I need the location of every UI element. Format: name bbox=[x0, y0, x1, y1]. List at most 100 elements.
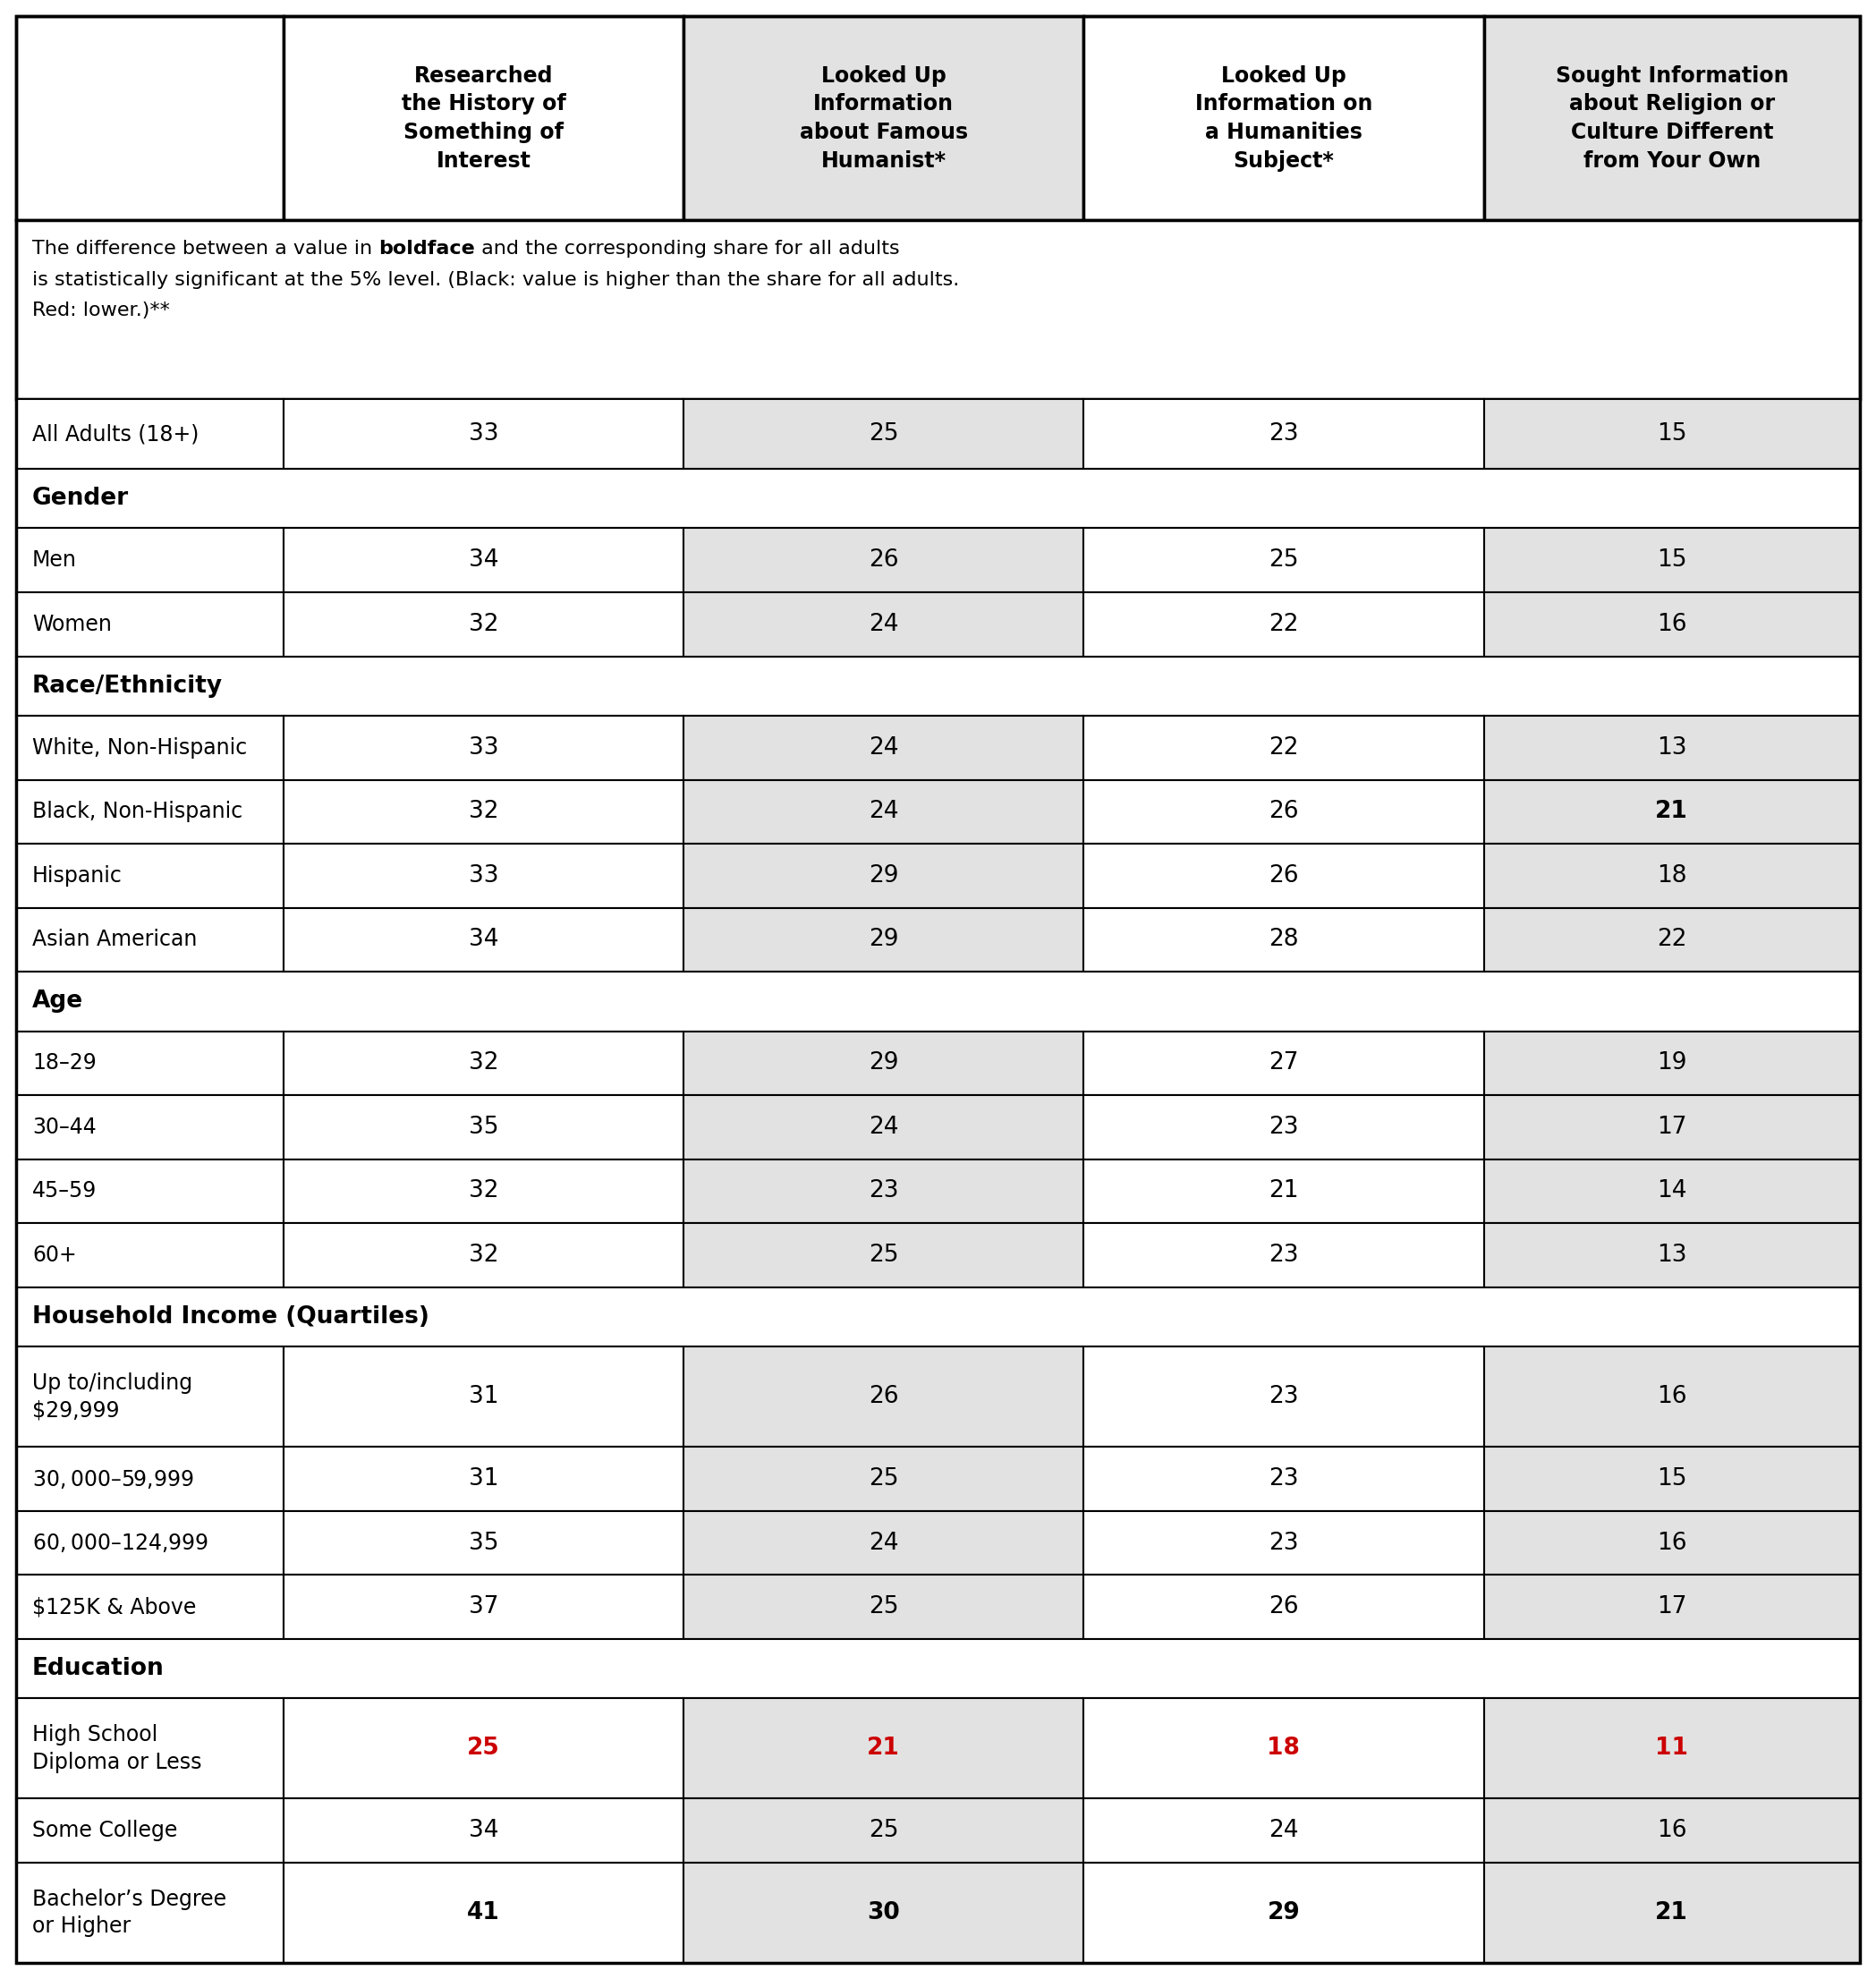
Bar bbox=[17, 1799, 283, 1862]
Bar bbox=[1084, 716, 1484, 780]
Bar bbox=[283, 400, 683, 469]
Text: Black, Non-Hispanic: Black, Non-Hispanic bbox=[32, 801, 242, 823]
Text: 19: 19 bbox=[1657, 1051, 1687, 1075]
Text: 17: 17 bbox=[1657, 1595, 1687, 1619]
Text: 26: 26 bbox=[869, 1385, 899, 1409]
Text: Race/Ethnicity: Race/Ethnicity bbox=[32, 675, 223, 699]
Bar bbox=[1084, 780, 1484, 843]
Bar bbox=[283, 1510, 683, 1575]
Text: Looked Up
Information on
a Humanities
Subject*: Looked Up Information on a Humanities Su… bbox=[1195, 65, 1373, 172]
Bar bbox=[683, 716, 1084, 780]
Bar bbox=[683, 1094, 1084, 1160]
Bar bbox=[1484, 1346, 1859, 1447]
Text: boldface: boldface bbox=[379, 239, 475, 257]
Text: 18: 18 bbox=[1266, 1738, 1300, 1759]
Text: White, Non-Hispanic: White, Non-Hispanic bbox=[32, 736, 248, 758]
Bar bbox=[17, 1031, 283, 1094]
Text: 33: 33 bbox=[469, 736, 499, 760]
Text: 25: 25 bbox=[869, 1466, 899, 1490]
Text: 30: 30 bbox=[867, 1902, 900, 1924]
Bar bbox=[1084, 400, 1484, 469]
Text: 60+: 60+ bbox=[32, 1245, 77, 1267]
Bar bbox=[1484, 1031, 1859, 1094]
Text: 14: 14 bbox=[1657, 1179, 1687, 1203]
Bar bbox=[1084, 1698, 1484, 1799]
Bar bbox=[283, 780, 683, 843]
Bar bbox=[683, 780, 1084, 843]
Bar bbox=[17, 1223, 283, 1286]
Bar bbox=[17, 1639, 1859, 1698]
Text: 32: 32 bbox=[469, 800, 499, 823]
Text: 33: 33 bbox=[469, 865, 499, 887]
Bar bbox=[17, 16, 283, 220]
Text: Gender: Gender bbox=[32, 487, 129, 511]
Text: 29: 29 bbox=[869, 1051, 899, 1075]
Text: High School
Diploma or Less: High School Diploma or Less bbox=[32, 1724, 203, 1773]
Text: Asian American: Asian American bbox=[32, 928, 197, 950]
Text: 45–59: 45–59 bbox=[32, 1179, 98, 1201]
Text: Red: lower.)**: Red: lower.)** bbox=[32, 303, 171, 321]
Text: 23: 23 bbox=[1268, 1385, 1298, 1409]
Bar bbox=[1484, 1223, 1859, 1286]
Text: 29: 29 bbox=[869, 928, 899, 952]
Bar bbox=[1484, 1447, 1859, 1510]
Text: 13: 13 bbox=[1657, 1243, 1687, 1267]
Bar bbox=[1484, 592, 1859, 657]
Bar bbox=[1084, 1031, 1484, 1094]
Bar bbox=[683, 16, 1084, 220]
Bar bbox=[283, 1031, 683, 1094]
Bar bbox=[1484, 1698, 1859, 1799]
Bar bbox=[683, 908, 1084, 972]
Bar bbox=[283, 843, 683, 908]
Bar bbox=[17, 1510, 283, 1575]
Text: 35: 35 bbox=[469, 1532, 499, 1555]
Bar bbox=[1484, 1799, 1859, 1862]
Bar bbox=[283, 592, 683, 657]
Bar bbox=[283, 908, 683, 972]
Text: and the corresponding share for all adults: and the corresponding share for all adul… bbox=[475, 239, 900, 257]
Text: Researched
the History of
Something of
Interest: Researched the History of Something of I… bbox=[401, 65, 567, 172]
Text: The difference between a value in: The difference between a value in bbox=[32, 239, 379, 257]
Bar bbox=[1084, 1223, 1484, 1286]
Text: Education: Education bbox=[32, 1656, 165, 1680]
Bar bbox=[1484, 400, 1859, 469]
Text: $60,000–$124,999: $60,000–$124,999 bbox=[32, 1532, 208, 1554]
Text: 21: 21 bbox=[1655, 800, 1688, 823]
Bar bbox=[283, 1094, 683, 1160]
Text: 22: 22 bbox=[1268, 613, 1298, 635]
Text: Men: Men bbox=[32, 550, 77, 572]
Bar bbox=[283, 528, 683, 592]
Bar bbox=[283, 1698, 683, 1799]
Bar bbox=[17, 592, 283, 657]
Bar bbox=[17, 1575, 283, 1639]
Bar bbox=[1084, 1094, 1484, 1160]
Text: Some College: Some College bbox=[32, 1821, 178, 1840]
Text: Age: Age bbox=[32, 990, 83, 1013]
Text: 25: 25 bbox=[467, 1738, 499, 1759]
Text: 28: 28 bbox=[1268, 928, 1298, 952]
Bar bbox=[283, 1862, 683, 1963]
Text: 34: 34 bbox=[469, 1819, 499, 1842]
Bar bbox=[17, 1447, 283, 1510]
Text: 26: 26 bbox=[869, 548, 899, 572]
Text: 32: 32 bbox=[469, 613, 499, 635]
Text: 32: 32 bbox=[469, 1051, 499, 1075]
Text: 24: 24 bbox=[869, 800, 899, 823]
Text: 32: 32 bbox=[469, 1243, 499, 1267]
Bar bbox=[283, 716, 683, 780]
Bar bbox=[1484, 1160, 1859, 1223]
Bar bbox=[683, 400, 1084, 469]
Bar bbox=[1084, 908, 1484, 972]
Text: 15: 15 bbox=[1657, 548, 1687, 572]
Text: 25: 25 bbox=[869, 1819, 899, 1842]
Text: 21: 21 bbox=[1655, 1902, 1688, 1924]
Bar bbox=[17, 1698, 283, 1799]
Bar bbox=[17, 908, 283, 972]
Bar bbox=[683, 1698, 1084, 1799]
Bar bbox=[683, 1031, 1084, 1094]
Bar bbox=[1084, 1799, 1484, 1862]
Text: 23: 23 bbox=[1268, 1532, 1298, 1555]
Text: 23: 23 bbox=[1268, 1116, 1298, 1138]
Bar bbox=[17, 716, 283, 780]
Bar bbox=[17, 1346, 283, 1447]
